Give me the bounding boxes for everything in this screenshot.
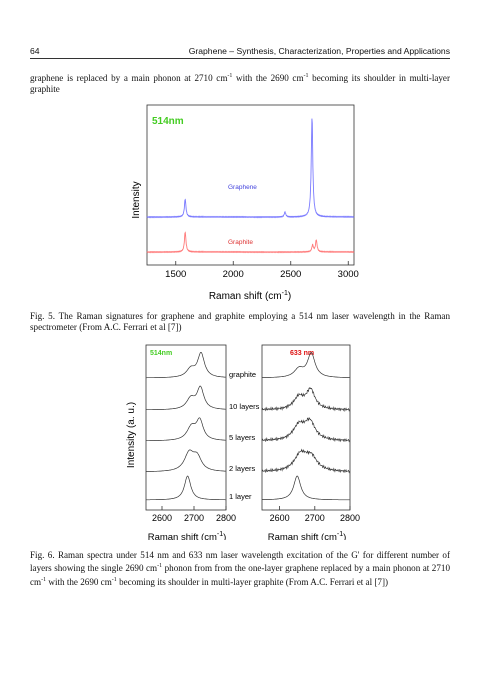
fig6-p1-series-4: [261, 475, 350, 501]
fig6-series-label-2: 5 layers: [229, 433, 256, 442]
figure6-caption: Fig. 6. Raman spectra under 514 nm and 6…: [30, 550, 450, 587]
intro-paragraph: graphene is replaced by a main phonon at…: [30, 73, 450, 95]
page-number: 64: [30, 46, 40, 56]
fig6-ylabel: Intensity (a. u.): [126, 402, 137, 468]
fig6-p1-xtick-label-2: 2800: [340, 513, 360, 523]
fig6-p1-series-2: [261, 417, 350, 443]
fig6-p1-xtick-label-1: 2700: [305, 513, 325, 523]
fig5-series-graphene: [146, 118, 355, 219]
fig5-xtick-label-3: 3000: [338, 269, 359, 280]
running-title: Graphene – Synthesis, Characterization, …: [188, 46, 450, 56]
fig6-right-title: 633 nm: [290, 350, 314, 357]
running-header: 64 Graphene – Synthesis, Characterizatio…: [30, 46, 450, 59]
fig6-left-title: 514nm: [150, 350, 172, 357]
fig6-left-frame: [145, 344, 227, 511]
fig6-series-label-3: 2 layers: [229, 464, 256, 473]
fig5-ylabel: Intensity: [131, 181, 142, 218]
fig5-xtick-label-0: 1500: [165, 269, 186, 280]
fig6-p0-xtick-label-2: 2800: [216, 513, 236, 523]
fig6-p1-series-1: [261, 387, 350, 413]
figure6-chart: 514nm 633 nm Intensity (a. u.) Raman shi…: [126, 344, 360, 540]
fig6-right-xlabel: Raman shift (cm-1): [268, 531, 347, 540]
fig6-p0-series-3: [145, 449, 226, 472]
fig5-series-graphite: [146, 231, 355, 254]
fig5-legend-graphene: Graphene: [228, 184, 257, 191]
fig6-series-label-0: graphite: [229, 370, 256, 379]
fig5-xlabel: Raman shift (cm-1): [209, 290, 291, 302]
figure5-caption: Fig. 5. The Raman signatures for graphen…: [30, 311, 450, 333]
figure5-chart: 514nm Intensity Raman shift (cm-1) 1500 2…: [131, 104, 359, 302]
fig6-p1-xtick-label-0: 2600: [270, 513, 290, 523]
fig6-p0-series-0: [146, 352, 226, 379]
fig6-p0-series-1: [146, 385, 226, 411]
fig6-right-frame: [261, 344, 351, 511]
fig6-p0-series-2: [146, 417, 226, 442]
fig6-series-label-1: 10 layers: [229, 402, 260, 411]
fig6-series-label-4: 1 layer: [229, 492, 252, 501]
fig5-legend-graphite: Graphite: [228, 239, 253, 246]
fig5-plot-frame: [146, 104, 355, 266]
fig6-p0-xtick-label-0: 2600: [152, 513, 172, 523]
fig6-p0-series-4: [146, 475, 226, 501]
fig5-xtick-label-2: 2500: [280, 269, 301, 280]
fig6-left-xlabel: Raman shift (cm-1): [148, 531, 227, 540]
fig6-p1-series-3: [261, 448, 350, 474]
fig6-p1-series-0: [262, 352, 350, 378]
fig5-xtick-label-1: 2000: [223, 269, 244, 280]
fig6-p0-xtick-label-1: 2700: [184, 513, 204, 523]
fig5-title: 514nm: [152, 116, 184, 127]
